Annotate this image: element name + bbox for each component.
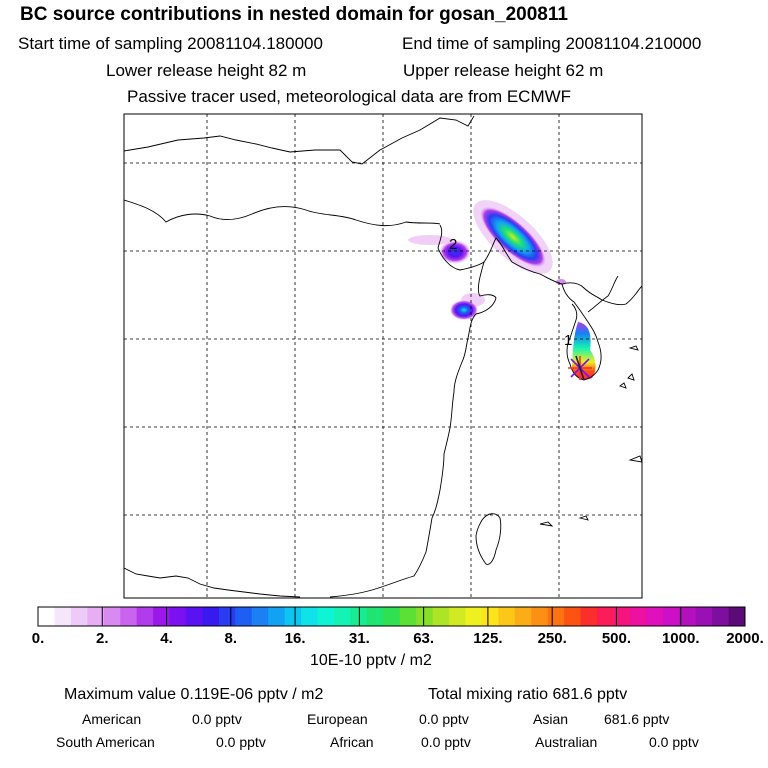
colorbar-cells: [37, 606, 746, 627]
grid-lines: [124, 114, 642, 598]
colorbar-cell: [465, 607, 483, 626]
colorbar-cell: [235, 607, 253, 626]
colorbar-cell: [268, 607, 286, 626]
plume-bohai-ne: [473, 200, 553, 274]
colorbar-cell: [136, 607, 154, 626]
upper-release-label: Upper release height 62 m: [403, 61, 604, 80]
source-name-australian: Australian: [535, 734, 598, 750]
colorbar-cell: [120, 607, 138, 626]
colorbar-tick-label: 2.: [96, 630, 109, 647]
lower-release-label: Lower release height 82 m: [106, 61, 307, 80]
colorbar-cell: [399, 607, 417, 626]
colorbar-cell: [87, 607, 105, 626]
colorbar-cell: [185, 607, 203, 626]
colorbar-ticks: 0. 2. 4. 8. 16. 31. 63. 125. 250. 500. 1000. 2000.: [32, 607, 764, 647]
colorbar-cell: [202, 607, 220, 626]
end-time-label: End time of sampling 20081104.210000: [402, 34, 702, 53]
source-value-african: 0.0 pptv: [421, 734, 471, 750]
colorbar-cell: [218, 607, 236, 626]
source-value-south-american: 0.0 pptv: [216, 734, 266, 750]
colorbar-cell: [333, 607, 351, 626]
source-value-asian: 681.6 pptv: [604, 711, 670, 727]
colorbar-cell: [679, 607, 697, 626]
colorbar-cell: [514, 607, 532, 626]
colorbar-cell: [70, 607, 88, 626]
colorbar-tick-label: 16.: [285, 630, 306, 647]
colorbar-cell: [498, 607, 516, 626]
colorbar-cell: [54, 607, 72, 626]
colorbar-tick-label: 1000.: [662, 630, 700, 647]
colorbar-cell: [103, 607, 121, 626]
receptor-marker-gosan: [568, 355, 592, 381]
plume-beijing: [408, 235, 471, 264]
colorbar-cell: [662, 607, 680, 626]
source-value-european: 0.0 pptv: [419, 711, 469, 727]
colorbar-cell: [366, 607, 384, 626]
start-time-label: Start time of sampling 20081104.180000: [18, 34, 323, 53]
total-mixing-ratio-text: Total mixing ratio 681.6 pptv: [428, 686, 628, 703]
colorbar-cell: [547, 607, 565, 626]
source-name-american: American: [82, 711, 142, 727]
colorbar-cell: [251, 607, 269, 626]
colorbar-cell: [317, 607, 335, 626]
marker-label-1: 1: [564, 332, 572, 349]
source-value-australian: 0.0 pptv: [649, 734, 699, 750]
colorbar-cell: [695, 607, 713, 626]
source-name-african: African: [330, 734, 374, 750]
colorbar-cell: [153, 607, 171, 626]
colorbar-cell: [646, 607, 664, 626]
colorbar-cell: [301, 607, 319, 626]
source-name-european: European: [307, 711, 368, 727]
colorbar-frame: [37, 606, 746, 627]
colorbar-cell: [481, 607, 499, 626]
source-name-asian: Asian: [533, 711, 569, 727]
colorbar-tick-label: 250.: [538, 630, 567, 647]
colorbar-cell: [728, 607, 746, 626]
marker-label-2: 2: [449, 236, 457, 253]
colorbar-cell: [597, 607, 614, 626]
colorbar-cell: [613, 607, 631, 626]
colorbar-cell: [580, 607, 598, 626]
colorbar-tick-label: 125.: [473, 630, 502, 647]
colorbar-cell: [564, 607, 582, 626]
colorbar-tick-label: 2000.: [726, 630, 764, 647]
colorbar-tick-label: 63.: [413, 630, 434, 647]
colorbar-tick-label: 31.: [349, 630, 370, 647]
colorbar-tick-label: 500.: [602, 630, 631, 647]
colorbar-cell: [284, 607, 302, 626]
colorbar-cell: [712, 607, 730, 626]
source-value-american: 0.0 pptv: [192, 711, 242, 727]
colorbar-cell: [383, 607, 401, 626]
colorbar-cell: [169, 607, 187, 626]
colorbar-tick-label: 8.: [225, 630, 238, 647]
tracer-note: Passive tracer used, meteorological data…: [127, 87, 572, 106]
max-value-text: Maximum value 0.119E-06 pptv / m2: [64, 686, 324, 703]
colorbar-cell: [531, 607, 549, 626]
colorbar-tick-label: 0.: [32, 630, 45, 647]
chart-title: BC source contributions in nested domain…: [20, 4, 568, 25]
colorbar-cell: [416, 607, 434, 626]
colorbar-cell: [629, 607, 647, 626]
colorbar-tick-label: 4.: [160, 630, 173, 647]
source-name-south-american: South American: [56, 734, 155, 750]
colorbar-cell: [38, 607, 55, 626]
colorbar-units-label: 10E-10 pptv / m2: [310, 652, 432, 669]
colorbar-cell: [432, 607, 450, 626]
colorbar-cell: [449, 607, 466, 626]
coastlines: [124, 115, 642, 598]
